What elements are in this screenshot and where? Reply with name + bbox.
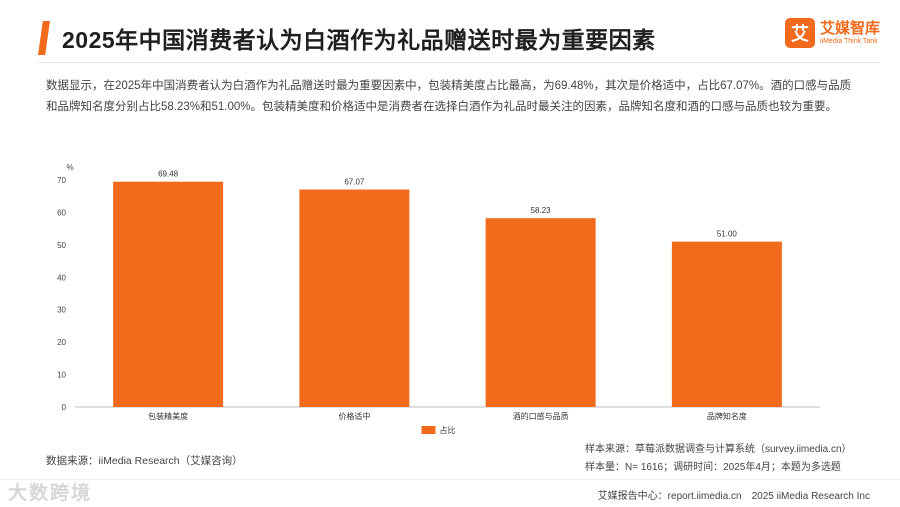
- y-axis-unit: %: [66, 163, 73, 172]
- sample-info: 样本来源：草莓派数据调查与计算系统（survey.iimedia.cn） 样本量…: [585, 441, 852, 477]
- sample-size: 样本量：N= 1616；调研时间：2025年4月；本题为多选题: [585, 462, 841, 473]
- bar: [113, 181, 224, 407]
- logo-subtitle: iiMedia Think Tank: [819, 37, 878, 45]
- y-tick-label: 10: [57, 371, 66, 380]
- y-tick-label: 0: [62, 403, 67, 412]
- legend-swatch: [421, 426, 436, 434]
- watermark: 大数跨境: [8, 483, 93, 504]
- bar: [485, 218, 596, 407]
- title-bar: 2025年中国消费者认为白酒作为礼品赠送时最为重要因素: [38, 14, 738, 62]
- x-tick-label: 包装精美度: [148, 411, 188, 421]
- data-label: 51.00: [717, 230, 738, 239]
- legend-label: 占比: [440, 425, 456, 435]
- data-label: 69.48: [158, 170, 179, 179]
- x-tick-label: 酒的口感与品质: [513, 411, 569, 421]
- brand-logo: 艾 艾媒智库 iiMedia Think Tank: [784, 18, 880, 48]
- footer-credit: 艾媒报告中心：report.iimedia.cn 2025 iiMedia Re…: [597, 491, 870, 502]
- y-tick-label: 50: [57, 241, 66, 250]
- y-tick-label: 30: [57, 306, 66, 315]
- y-tick-label: 70: [57, 176, 66, 185]
- data-source: 数据来源：iiMedia Research（艾媒咨询）: [46, 455, 243, 467]
- sample-source: 样本来源：草莓派数据调查与计算系统（survey.iimedia.cn）: [585, 444, 852, 455]
- x-tick-label: 价格适中: [338, 411, 370, 421]
- page-title: 2025年中国消费者认为白酒作为礼品赠送时最为重要因素: [62, 27, 656, 53]
- footer-divider: [0, 479, 900, 480]
- bar-chart: % 0 10 20 30 40 50 60 70 69.48 包装精美度 67.07 价格适中 58.23…: [57, 163, 820, 435]
- summary-text: 数据显示，在2025年中国消费者认为白酒作为礼品赠送时最为重要因素中，包装精美度…: [46, 80, 852, 113]
- y-tick-label: 60: [57, 208, 66, 217]
- data-label: 58.23: [531, 206, 552, 215]
- x-tick-label: 品牌知名度: [707, 411, 747, 421]
- logo-icon: 艾: [784, 18, 815, 48]
- bar: [299, 189, 410, 407]
- y-tick-label: 20: [57, 338, 66, 347]
- logo-name: 艾媒智库: [819, 19, 880, 37]
- title-divider: [38, 62, 880, 63]
- data-label: 67.07: [344, 178, 365, 187]
- bar: [671, 241, 782, 407]
- title-accent-bar: [38, 21, 50, 55]
- y-tick-label: 40: [57, 273, 66, 282]
